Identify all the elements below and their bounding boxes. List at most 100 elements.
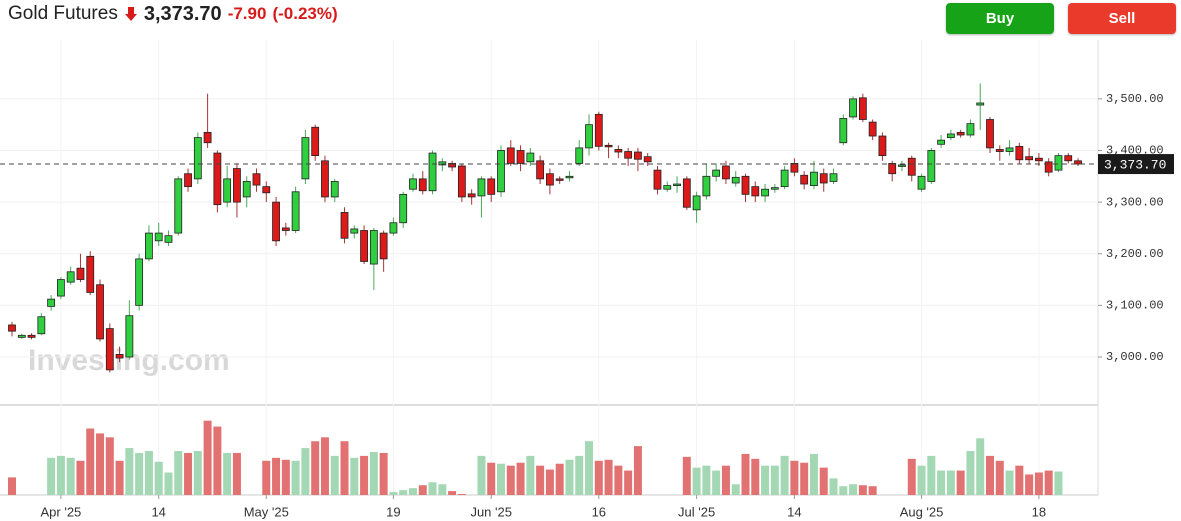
volume-bar — [751, 458, 760, 495]
volume-bar — [741, 453, 750, 495]
volume-bar — [8, 477, 16, 495]
volume-bar — [721, 465, 730, 495]
candle-body — [839, 118, 848, 144]
candle-body — [96, 284, 104, 340]
volume-bar — [1025, 474, 1034, 495]
volume-bar — [56, 455, 65, 495]
volume-bar — [927, 455, 936, 495]
instrument-name: Gold Futures — [8, 3, 118, 24]
sell-button[interactable]: Sell — [1068, 3, 1176, 34]
x-tick-label: 18 — [1032, 504, 1046, 519]
volume-bar — [555, 463, 564, 495]
current-price-box — [1098, 154, 1174, 175]
price-change: -7.90 — [227, 4, 267, 23]
volume-bar — [526, 455, 535, 495]
x-tick-label: 14 — [787, 504, 801, 519]
volume-bar — [1034, 472, 1043, 495]
volume-bar — [917, 465, 926, 495]
candle-body — [731, 176, 740, 184]
candle-body — [1035, 157, 1043, 162]
candle-body — [673, 183, 681, 186]
candle-body — [281, 227, 290, 231]
candle-body — [311, 126, 320, 157]
candle-body — [154, 232, 163, 242]
candle-body — [8, 324, 16, 332]
volume-bar — [399, 490, 408, 495]
volume-bar — [702, 465, 711, 495]
volume-bar — [1044, 470, 1053, 495]
candle-body — [448, 162, 457, 168]
candle-body — [751, 186, 760, 197]
volume-bar — [565, 459, 574, 495]
candle-body — [203, 132, 212, 144]
candle-body — [174, 178, 183, 234]
candle-body — [105, 328, 114, 371]
candle-body — [506, 147, 515, 164]
volume-bar — [418, 485, 427, 495]
candle-body — [878, 135, 887, 157]
candle-body — [546, 173, 554, 186]
volume-bar — [692, 467, 701, 495]
candle-body — [976, 102, 985, 106]
candle-body — [1064, 155, 1073, 162]
candle-body — [1015, 145, 1024, 161]
volume-bar — [536, 465, 545, 495]
volume-bar — [448, 491, 457, 495]
volume-bar — [66, 457, 75, 495]
candle-body — [565, 175, 574, 179]
volume-bar — [624, 470, 633, 495]
candle-body — [399, 193, 408, 224]
candle-body — [634, 151, 642, 160]
y-tick-label: 3,200.00 — [1106, 247, 1164, 261]
volume-bar — [389, 492, 398, 495]
volume-bar — [761, 465, 770, 495]
candle-body — [389, 222, 398, 234]
volume-bar — [311, 441, 320, 495]
volume-bar — [477, 455, 486, 495]
volume-bar — [232, 452, 241, 495]
volume-bar — [849, 484, 858, 495]
candle-body — [262, 186, 271, 194]
down-arrow — [124, 7, 137, 21]
volume-bar — [809, 453, 818, 495]
buy-button[interactable]: Buy — [946, 3, 1054, 34]
volume-bar — [907, 458, 916, 495]
candle-body — [692, 195, 701, 211]
volume-bar — [291, 460, 300, 495]
volume-bar — [575, 455, 584, 495]
candle-body — [986, 119, 994, 149]
candle-body — [193, 137, 202, 180]
candle-body — [291, 191, 300, 231]
candle-body — [917, 175, 926, 190]
candle-body — [1005, 147, 1014, 152]
candle-body — [369, 230, 378, 265]
volume-bar — [86, 428, 95, 495]
x-tick-label: 16 — [592, 504, 606, 519]
candle-body — [125, 315, 134, 358]
volume-bar — [408, 488, 417, 495]
candle-body — [76, 267, 85, 280]
volume-bar — [115, 460, 124, 495]
x-tick-label: May '25 — [244, 504, 289, 519]
volume-bar — [682, 456, 691, 495]
candle-body — [145, 232, 153, 260]
candle-body — [1025, 156, 1034, 161]
volume-bar — [731, 484, 740, 495]
header: Gold Futures 3,373.70 -7.90 (-0.23%) — [8, 0, 338, 28]
candle-body — [790, 162, 799, 173]
candle-body — [409, 178, 417, 190]
candle-body — [1074, 160, 1082, 165]
volume-bar — [154, 461, 163, 495]
x-tick-label: 19 — [386, 504, 400, 519]
x-tick-label: Jun '25 — [470, 504, 512, 519]
candle-body — [252, 173, 261, 186]
candle-body — [1054, 155, 1063, 171]
candle-body — [849, 98, 857, 118]
volume-bar — [780, 455, 789, 495]
candle-body — [340, 212, 349, 239]
candle-body — [242, 181, 251, 198]
volume-bar — [193, 451, 202, 495]
x-tick-label: Jul '25 — [678, 504, 715, 519]
candle-body — [301, 137, 310, 180]
